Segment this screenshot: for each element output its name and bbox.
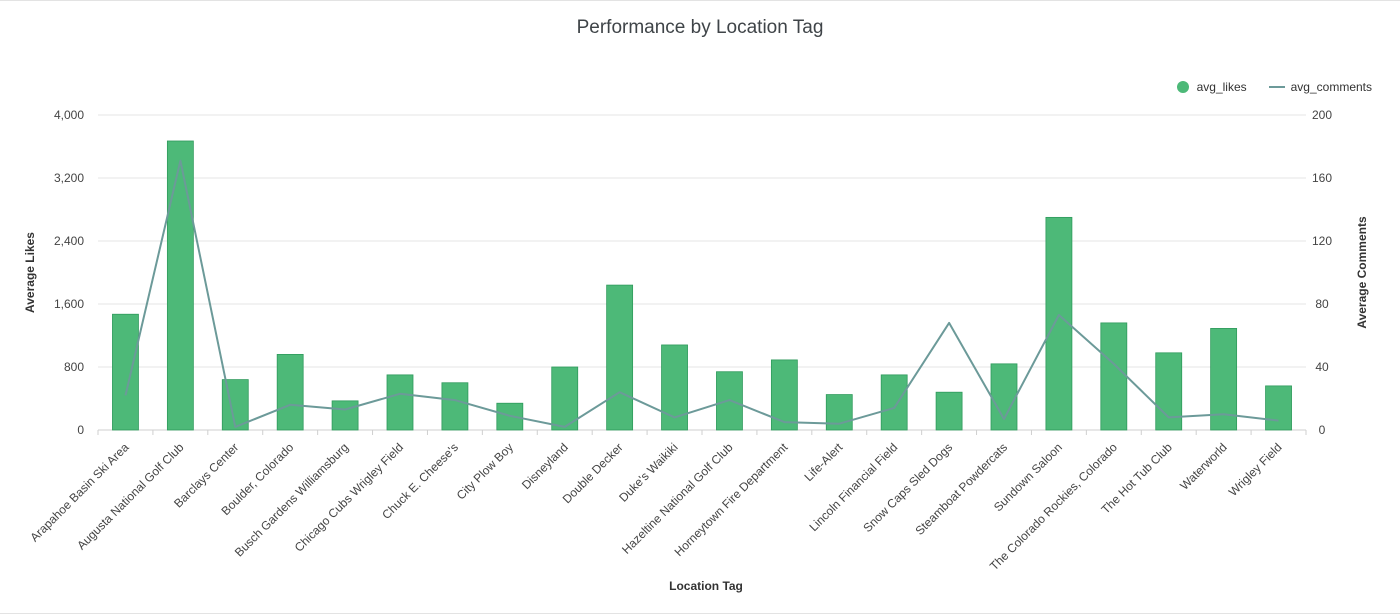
x-tick-label: Augusta National Golf Club bbox=[74, 440, 186, 552]
legend-comments-label: avg_comments bbox=[1290, 80, 1372, 94]
bar-avg-likes bbox=[386, 374, 414, 431]
bar-avg-likes bbox=[166, 140, 194, 431]
bar-avg-likes bbox=[880, 374, 908, 431]
y-tick-label: 4,000 bbox=[54, 108, 84, 122]
y2-tick-label: 120 bbox=[1312, 234, 1332, 248]
x-tick-label: Hazeltine National Golf Club bbox=[619, 440, 736, 557]
bar-avg-likes bbox=[112, 313, 139, 431]
y-tick-label: 800 bbox=[64, 360, 84, 374]
x-tick-label: Steamboat Powdercats bbox=[912, 440, 1010, 538]
x-tick-label: Wrigley Field bbox=[1226, 440, 1285, 499]
x-tick-label: Chicago Cubs Wrigley Field bbox=[292, 440, 406, 554]
y2-tick-label: 200 bbox=[1312, 108, 1332, 122]
bar-avg-likes bbox=[606, 284, 634, 431]
y-axis-title: Average Likes bbox=[23, 232, 37, 313]
y-tick-label: 1,600 bbox=[54, 297, 84, 311]
bar-avg-likes bbox=[935, 391, 963, 431]
x-axis-title: Location Tag bbox=[669, 579, 743, 593]
y2-tick-label: 80 bbox=[1315, 297, 1329, 311]
bar-avg-likes bbox=[1155, 352, 1183, 431]
legend-likes-label: avg_likes bbox=[1196, 80, 1247, 94]
x-tick-label: Disneyland bbox=[519, 440, 571, 492]
x-tick-label: Life-Alert bbox=[802, 440, 846, 484]
x-tick-label: Waterworld bbox=[1177, 440, 1229, 492]
bar-avg-likes bbox=[441, 382, 469, 431]
x-tick-label: Horneytown Fire Department bbox=[672, 440, 791, 559]
y-tick-label: 0 bbox=[77, 423, 84, 437]
legend-item-comments[interactable]: avg_comments bbox=[1268, 80, 1372, 94]
y-tick-label: 3,200 bbox=[54, 171, 84, 185]
y2-axis-title: Average Comments bbox=[1355, 216, 1369, 329]
y2-tick-label: 0 bbox=[1319, 423, 1326, 437]
bar-avg-likes bbox=[1100, 322, 1128, 431]
y2-tick-label: 40 bbox=[1315, 360, 1329, 374]
x-tick-label: Snow Caps Sled Dogs bbox=[860, 440, 955, 535]
bar-avg-likes bbox=[1210, 328, 1238, 431]
x-tick-label: Busch Gardens Williamsburg bbox=[232, 440, 351, 559]
chart-title: Performance by Location Tag bbox=[576, 17, 824, 38]
bar-avg-likes bbox=[331, 400, 359, 431]
bar-avg-likes bbox=[1265, 385, 1292, 431]
legend-item-likes[interactable]: avg_likes bbox=[1176, 80, 1247, 94]
x-tick-label: City Plow Boy bbox=[454, 440, 516, 502]
legend-likes-swatch bbox=[1176, 81, 1189, 93]
legend-comments-swatch bbox=[1268, 86, 1285, 88]
bar-avg-likes bbox=[661, 344, 688, 431]
bar-avg-likes bbox=[990, 363, 1018, 431]
line-avg-comments bbox=[124, 159, 1279, 428]
bar-avg-likes bbox=[551, 366, 579, 431]
y-tick-label: 2,400 bbox=[54, 234, 84, 248]
y2-tick-label: 160 bbox=[1312, 171, 1332, 185]
bar-avg-likes bbox=[276, 353, 304, 431]
legend: avg_likes avg_comments bbox=[1155, 80, 1372, 94]
x-tick-label: Arapahoe Basin Ski Area bbox=[27, 440, 131, 544]
